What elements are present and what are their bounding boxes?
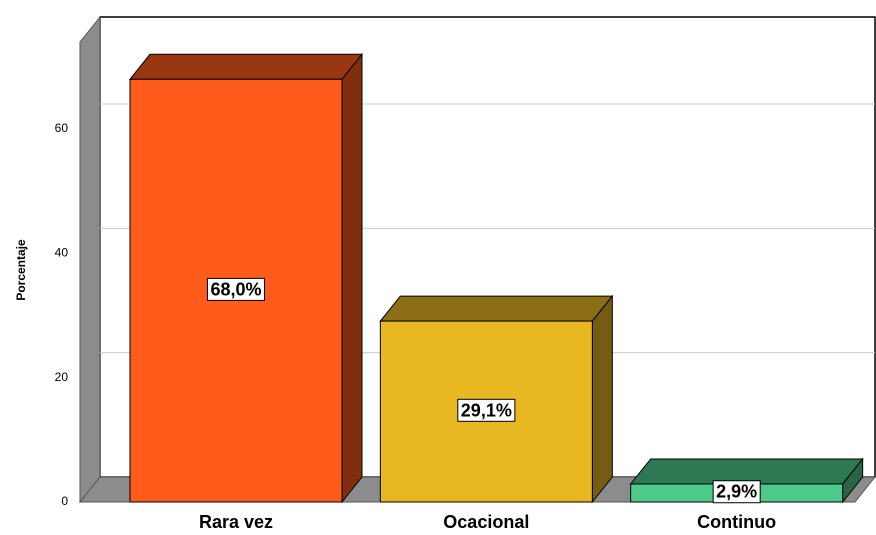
value-label-box xyxy=(457,398,516,422)
side-wall xyxy=(79,15,101,504)
value-label: 68,0% xyxy=(210,279,261,299)
y-tick-label: 40 xyxy=(55,246,69,260)
bar-side xyxy=(591,294,613,504)
x-tick-label: Rara vez xyxy=(199,512,273,532)
bar-side xyxy=(341,52,363,504)
bar-top xyxy=(629,458,864,485)
bar-top xyxy=(128,53,364,80)
value-label: 29,1% xyxy=(461,400,512,420)
value-label-box xyxy=(712,480,761,504)
y-axis-label: Porcentaje xyxy=(14,239,28,301)
y-tick-label: 0 xyxy=(61,494,68,508)
y-tick-label: 60 xyxy=(55,121,69,135)
x-tick-label: Continuo xyxy=(697,512,776,532)
bar-top xyxy=(379,295,614,322)
y-tick-label: 20 xyxy=(55,370,69,384)
value-label: 2,9% xyxy=(716,482,757,502)
x-tick-label: Ocacional xyxy=(443,512,529,532)
value-label-box xyxy=(206,277,266,301)
